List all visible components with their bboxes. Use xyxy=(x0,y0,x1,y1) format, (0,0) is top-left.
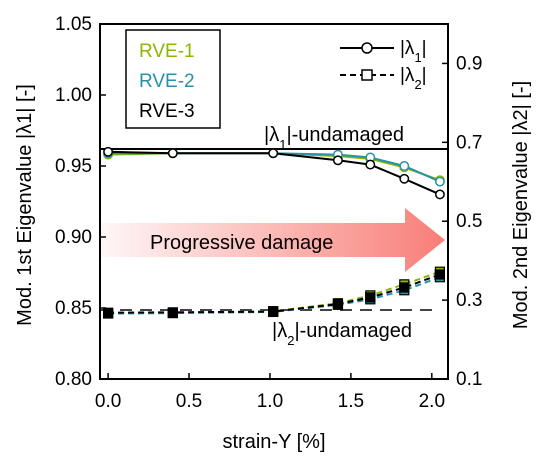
y-left-tick-label-2: 0.90 xyxy=(55,227,92,248)
rve-3-lambda1-point-6 xyxy=(434,189,445,200)
rve-3-lambda1-point-1 xyxy=(167,148,178,159)
progressive-damage-arrow xyxy=(100,208,445,272)
rve-3-lambda1-point-0 xyxy=(103,146,114,157)
lambda2-undamaged-label: |λ2|-undamaged xyxy=(272,320,412,348)
legend-lambda1-marker xyxy=(361,42,373,54)
legend-lambda2-label: |λ2| xyxy=(400,65,427,92)
marker-legend: |λ1| |λ2| xyxy=(340,38,427,92)
rve-3-lambda1-point-4 xyxy=(365,159,376,170)
rve-3-lambda2-point-2 xyxy=(268,306,279,317)
x-tick-label-3: 1.5 xyxy=(338,391,364,412)
y-left-tick-label-3: 0.95 xyxy=(55,156,92,177)
lambda1-undamaged-label: |λ1|-undamaged xyxy=(264,124,404,152)
rve-3-lambda1-point-2 xyxy=(268,148,279,159)
rve-3-lambda1-point-5 xyxy=(399,173,410,184)
legend-lambda1-label: |λ1| xyxy=(400,38,427,65)
y-right-axis-title: Mod. 2nd Eigenvalue |λ2| [-] xyxy=(510,81,532,329)
y-left-axis-title: Mod. 1st Eigenvalue |λ1| [-] xyxy=(14,84,36,326)
rve-2-lambda1-point-5 xyxy=(399,161,410,171)
rve-legend-item-3: RVE-3 xyxy=(139,101,195,122)
progressive-damage-label: Progressive damage xyxy=(150,232,333,254)
legend-lambda2-marker xyxy=(361,69,373,81)
x-tick-label-2: 1.0 xyxy=(257,391,283,412)
y-left-tick-label-5: 1.05 xyxy=(55,14,92,35)
rve-3-lambda2-point-4 xyxy=(365,292,376,303)
x-axis-title: strain-Y [%] xyxy=(223,431,326,453)
y-right-tick-label-1: 0.3 xyxy=(456,290,482,311)
y-left-tick-label-0: 0.80 xyxy=(55,369,92,390)
rve-legend: RVE-1 RVE-2 RVE-3 xyxy=(125,29,221,129)
y-right-tick-label-3: 0.7 xyxy=(456,132,482,153)
rve-2-lambda1-point-6 xyxy=(434,176,445,187)
plot-frame xyxy=(99,23,449,380)
rve-legend-item-1: RVE-1 xyxy=(139,41,195,62)
x-tick-label-4: 2.0 xyxy=(419,391,445,412)
rve-3-lambda2-point-1 xyxy=(167,307,178,318)
x-tick-label-1: 0.5 xyxy=(176,391,202,412)
rve-legend-box xyxy=(125,29,221,129)
rve-3-lambda1-line xyxy=(108,150,441,196)
rve-3-lambda2-point-3 xyxy=(332,298,344,310)
rve-3-lambda2-point-0 xyxy=(102,307,114,318)
y-left-tick-label-1: 0.85 xyxy=(55,298,92,319)
rve-3-lambda1-point-3 xyxy=(332,155,343,166)
rve-legend-item-2: RVE-2 xyxy=(139,71,195,92)
y-left-tick-label-4: 1.00 xyxy=(55,85,92,106)
y-right-tick-label-2: 0.5 xyxy=(456,211,482,232)
x-tick-label-0: 0.0 xyxy=(95,391,121,412)
y-right-tick-label-4: 0.9 xyxy=(456,53,482,74)
rve-3-lambda2-point-6 xyxy=(434,269,446,280)
rve-3-lambda2-point-5 xyxy=(399,282,410,293)
y-right-tick-label-0: 0.1 xyxy=(456,369,482,390)
